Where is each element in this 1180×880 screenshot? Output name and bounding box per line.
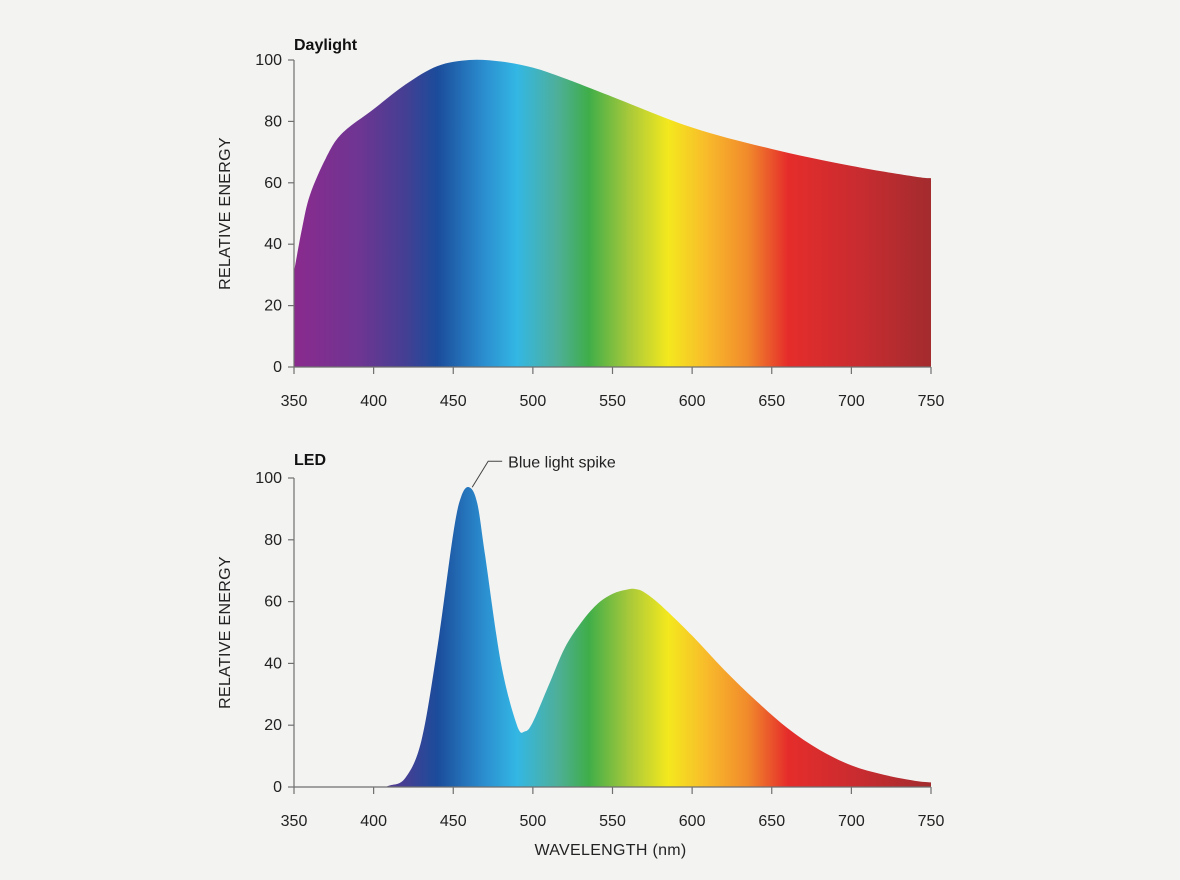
led-x-tick-label: 400: [360, 813, 387, 830]
daylight-y-axis-title: RELATIVE ENERGY: [217, 137, 234, 290]
led-chart-title: LED: [294, 452, 326, 469]
daylight-x-tick-label: 400: [360, 393, 387, 410]
led-x-axis-title: WAVELENGTH (nm): [534, 842, 686, 859]
daylight-x-tick-label: 700: [838, 393, 865, 410]
daylight-x-tick-label: 750: [918, 393, 945, 410]
led-x-tick-label: 450: [440, 813, 467, 830]
daylight-x-tick-label: 350: [281, 393, 308, 410]
led-x-tick-label: 650: [758, 813, 785, 830]
led-x-tick-label: 600: [679, 813, 706, 830]
daylight-y-tick-label: 100: [255, 52, 282, 69]
daylight-y-tick-label: 20: [264, 298, 282, 315]
daylight-x-tick-label: 650: [758, 393, 785, 410]
led-y-tick-label: 60: [264, 594, 282, 611]
daylight-y-tick-label: 60: [264, 175, 282, 192]
daylight-x-tick-label: 500: [520, 393, 547, 410]
daylight-x-tick-label: 600: [679, 393, 706, 410]
daylight-spectrum-area: [294, 59, 931, 367]
daylight-x-tick-label: 450: [440, 393, 467, 410]
led-x-tick-label: 550: [599, 813, 626, 830]
led-x-tick-label: 700: [838, 813, 865, 830]
led-y-tick-label: 100: [255, 470, 282, 487]
led-y-tick-label: 0: [273, 779, 282, 796]
led-y-tick-label: 20: [264, 717, 282, 734]
daylight-x-tick-label: 550: [599, 393, 626, 410]
led-y-tick-label: 80: [264, 532, 282, 549]
led-y-tick-label: 40: [264, 655, 282, 672]
daylight-y-tick-label: 40: [264, 236, 282, 253]
led-x-tick-label: 750: [918, 813, 945, 830]
led-x-tick-label: 500: [520, 813, 547, 830]
daylight-y-tick-label: 80: [264, 113, 282, 130]
led-spectrum-area: [294, 487, 931, 788]
daylight-chart: Daylight RELATIVE ENERGY 0 20 40 60 80 100 350…: [217, 37, 944, 410]
led-y-axis-title: RELATIVE ENERGY: [217, 556, 234, 709]
blue-light-spike-leader-line: [471, 460, 503, 488]
blue-light-spike-annotation: Blue light spike: [508, 454, 616, 471]
daylight-y-tick-label: 0: [273, 359, 282, 376]
daylight-chart-title: Daylight: [294, 37, 358, 54]
led-chart: LED RELATIVE ENERGY WAVELENGTH (nm) Blue…: [217, 452, 944, 859]
led-x-tick-label: 350: [281, 813, 308, 830]
